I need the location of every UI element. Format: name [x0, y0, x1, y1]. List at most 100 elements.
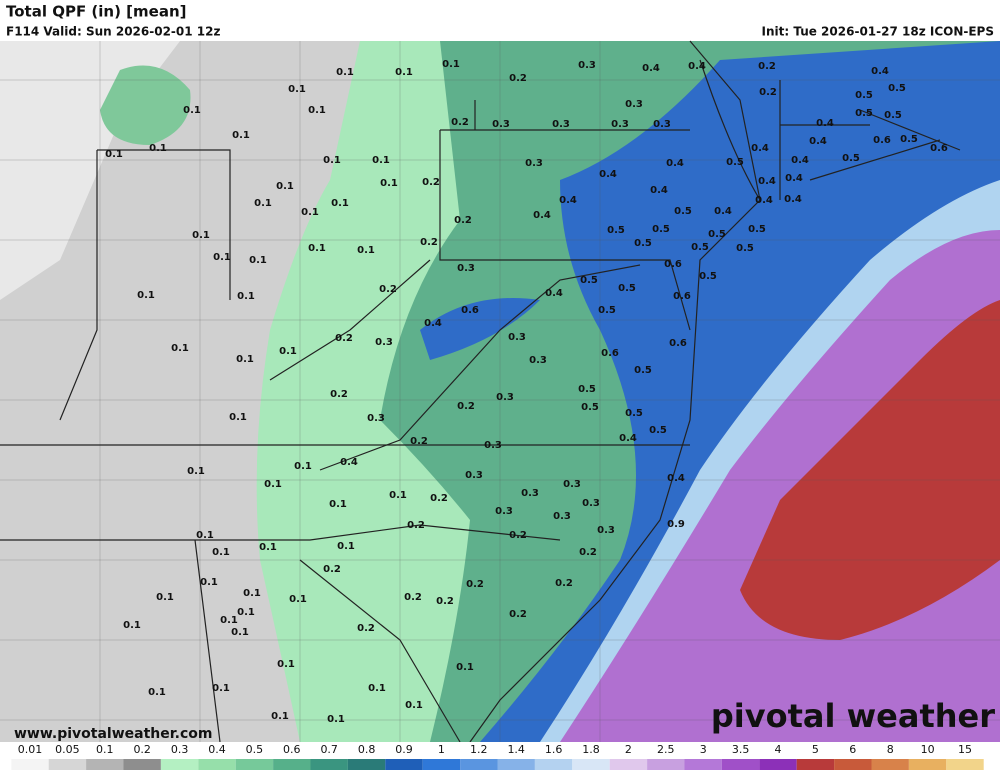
colorbar-tick-label: 4 — [775, 743, 782, 756]
init-time: Init: Tue 2026-01-27 18z ICON-EPS — [762, 25, 995, 39]
contour-label: 0.5 — [736, 243, 754, 254]
contour-label: 0.1 — [254, 198, 272, 209]
colorbar-swatch — [572, 759, 610, 770]
contour-label: 0.5 — [674, 206, 692, 217]
contour-label: 0.3 — [525, 158, 543, 169]
colorbar-swatch — [310, 759, 348, 770]
contour-label: 0.4 — [784, 194, 802, 205]
contour-label: 0.3 — [597, 525, 615, 536]
contour-label: 0.1 — [196, 530, 214, 541]
contour-label: 0.3 — [496, 392, 514, 403]
colorbar-swatch — [235, 759, 274, 770]
contour-label: 0.2 — [357, 623, 375, 634]
coastline — [469, 59, 761, 743]
colorbar-tick-label: 1.8 — [582, 743, 600, 756]
contour-label: 0.1 — [243, 588, 261, 599]
contour-label: 0.2 — [758, 61, 776, 72]
green-blob — [100, 65, 191, 145]
contour-label: 0.2 — [509, 609, 527, 620]
contour-label: 0.4 — [642, 63, 660, 74]
contour-label: 0.4 — [755, 195, 773, 206]
contour-label: 0.1 — [237, 291, 255, 302]
contour-label: 0.3 — [553, 511, 571, 522]
contour-label: 0.6 — [601, 348, 619, 359]
contour-label: 0.6 — [461, 305, 479, 316]
contour-label: 0.1 — [212, 547, 230, 558]
contour-label: 0.2 — [410, 436, 428, 447]
contour-label: 0.5 — [607, 225, 625, 236]
colorbar-tick-label: 0.7 — [320, 743, 338, 756]
contour-label: 0.4 — [758, 176, 776, 187]
contour-label: 0.1 — [442, 59, 460, 70]
contour-label: 0.5 — [598, 305, 616, 316]
contour-label: 0.1 — [336, 67, 354, 78]
colorbar-swatch — [160, 759, 199, 770]
county-grid — [0, 41, 1000, 742]
contour-label: 0.4 — [816, 118, 834, 129]
contour-label: 0.1 — [231, 627, 249, 638]
contour-label: 0.1 — [329, 499, 347, 510]
colorbar-tick-label: 0.5 — [246, 743, 264, 756]
title: Total QPF (in) [mean] — [6, 3, 186, 21]
contour-label: 0.4 — [424, 318, 442, 329]
contour-label: 0.1 — [171, 343, 189, 354]
colorbar-swatch — [908, 759, 947, 770]
contour-label: 0.2 — [335, 333, 353, 344]
colorbar-tick-label: 0.01 — [18, 743, 43, 756]
colorbar-tick-label: 0.3 — [171, 743, 189, 756]
colorbar-tick-label: 10 — [921, 743, 935, 756]
colorbar-swatch — [11, 759, 49, 770]
colorbar: 0.01 0.05 0.1 0.2 0.3 0.4 0.5 0.6 0.7 0.8 0.9 1 1.2 1… — [11, 743, 984, 770]
county-lines — [0, 41, 1000, 742]
contour-label: 0.5 — [708, 229, 726, 240]
logo: pivotal weather — [711, 697, 995, 735]
site-url: www.pivotalweather.com — [14, 726, 213, 742]
contour-label: 0.4 — [340, 457, 358, 468]
contour-label: 0.6 — [873, 135, 891, 146]
contour-label: 0.2 — [430, 493, 448, 504]
contour-label: 0.2 — [759, 87, 777, 98]
contour-label: 0.1 — [149, 143, 167, 154]
contour-label: 0.2 — [323, 564, 341, 575]
colorbar-swatch — [273, 759, 311, 770]
contour-label: 0.1 — [183, 105, 201, 116]
contour-label: 0.3 — [375, 337, 393, 348]
contour-label: 0.6 — [673, 291, 691, 302]
contour-label: 0.1 — [148, 687, 166, 698]
contour-label: 0.3 — [563, 479, 581, 490]
contour-label: 0.1 — [395, 67, 413, 78]
colorbar-swatch — [497, 759, 535, 770]
colorbar-tick-label: 0.4 — [208, 743, 226, 756]
contour-label: 0.4 — [809, 136, 827, 147]
contour-label: 0.1 — [271, 711, 289, 722]
colorbar-swatch — [534, 759, 573, 770]
colorbar-tick-label: 1.4 — [507, 743, 525, 756]
contour-label: 0.2 — [379, 284, 397, 295]
contour-label: 0.1 — [229, 412, 247, 423]
contour-label: 0.2 — [330, 389, 348, 400]
contour-label: 0.3 — [611, 119, 629, 130]
contour-label: 0.1 — [232, 130, 250, 141]
colorbar-swatch — [48, 759, 87, 770]
colorbar-tick-label: 0.1 — [96, 743, 114, 756]
contour-label: 0.1 — [323, 155, 341, 166]
contour-label: 0.1 — [249, 255, 267, 266]
contour-label: 0.3 — [465, 470, 483, 481]
contour-label: 0.4 — [650, 185, 668, 196]
colorbar-swatch — [721, 759, 760, 770]
contour-label: 0.3 — [653, 119, 671, 130]
valid-time: F114 Valid: Sun 2026-02-01 12z — [6, 25, 220, 39]
contour-label: 0.1 — [389, 490, 407, 501]
contour-label: 0.1 — [279, 346, 297, 357]
contour-label: 0.5 — [634, 238, 652, 249]
contour-label: 0.1 — [288, 84, 306, 95]
contour-label: 0.3 — [625, 99, 643, 110]
colorbar-tick-label: 6 — [849, 743, 856, 756]
contour-label: 0.1 — [212, 683, 230, 694]
contour-label: 0.3 — [492, 119, 510, 130]
contour-label: 0.5 — [888, 83, 906, 94]
contour-label: 0.6 — [664, 259, 682, 270]
contour-label: 0.5 — [726, 157, 744, 168]
colorbar-tick-label: 1.2 — [470, 743, 488, 756]
